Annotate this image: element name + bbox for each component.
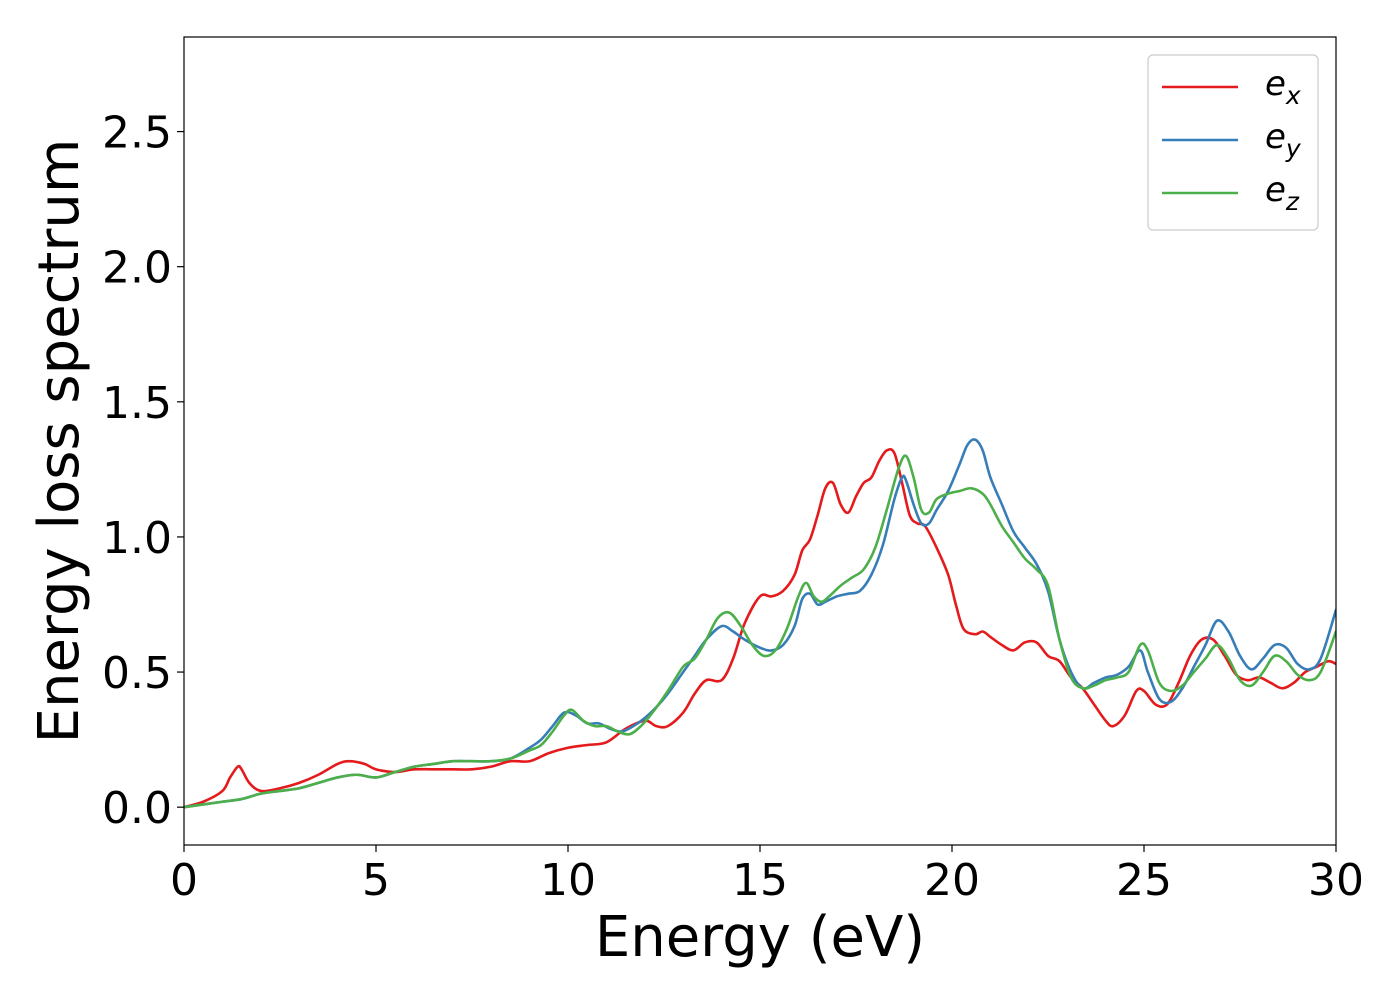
- x-tick-label: 5: [362, 855, 390, 906]
- y-tick-label: 2.0: [102, 243, 172, 294]
- series-line-z: [184, 454, 1336, 809]
- y-tick-label: 1.0: [102, 513, 172, 564]
- x-tick-label: 30: [1308, 855, 1364, 906]
- x-tick-label: 0: [170, 855, 198, 906]
- y-tick-label: 0.0: [102, 783, 172, 834]
- x-tick-label: 15: [732, 855, 788, 906]
- legend-label-subscript: x: [1285, 81, 1301, 110]
- legend-label-subscript: z: [1285, 187, 1300, 216]
- y-tick-label: 1.5: [102, 378, 172, 429]
- y-axis: 0.0 0.5 1.0 1.5 2.0 2.5: [102, 108, 184, 834]
- series-line-x: [184, 447, 1336, 809]
- y-tick-label: 0.5: [102, 648, 172, 699]
- legend-label-base: e: [1265, 117, 1286, 157]
- legend-label-base: e: [1265, 170, 1286, 210]
- legend-label-x: ex: [1265, 64, 1301, 110]
- legend-box: [1147, 54, 1319, 231]
- series-line-y: [184, 438, 1336, 809]
- x-tick-label: 25: [1116, 855, 1172, 906]
- legend-label-base: e: [1265, 64, 1286, 104]
- x-tick-label: 10: [540, 855, 596, 906]
- y-axis-title: Energy loss spectrum: [27, 139, 92, 744]
- series-layer: [184, 438, 1336, 809]
- legend-label-z: ez: [1265, 170, 1300, 216]
- x-tick-label: 20: [924, 855, 980, 906]
- y-tick-label: 2.5: [102, 108, 172, 159]
- legend-label-y: ey: [1265, 117, 1302, 163]
- x-axis: 0 5 10 15 20 25 30: [170, 845, 1364, 906]
- x-axis-title: Energy (eV): [595, 905, 925, 970]
- legend-label-subscript: y: [1285, 134, 1302, 163]
